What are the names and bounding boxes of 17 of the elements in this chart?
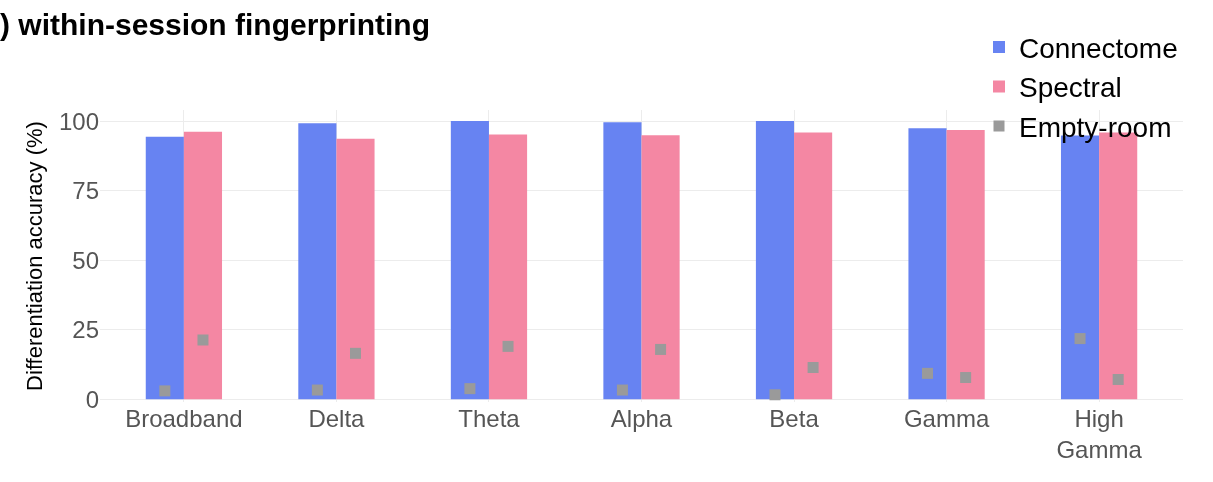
x-tick-label: Delta bbox=[308, 405, 366, 432]
x-tick-label: Beta bbox=[769, 405, 820, 432]
y-tick-label: 75 bbox=[72, 177, 99, 205]
x-tick-label: Theta bbox=[458, 405, 521, 432]
legend-label: Spectral bbox=[1019, 72, 1122, 104]
legend-label: Connectome bbox=[1019, 33, 1178, 65]
x-tick-label: High Gamma bbox=[1056, 405, 1143, 464]
chart-title: ) within-session fingerprinting bbox=[0, 8, 430, 42]
x-tick-label: Gamma bbox=[903, 405, 990, 432]
legend-label: Empty-room bbox=[1019, 111, 1172, 143]
y-tick-label: 100 bbox=[58, 107, 99, 135]
y-axis-title: Differentiation accuracy (%) bbox=[21, 121, 47, 391]
y-tick-label: 0 bbox=[85, 385, 99, 413]
x-tick-label: Broadband bbox=[125, 405, 243, 432]
x-tick-label: Alpha bbox=[610, 405, 673, 432]
y-tick-label: 25 bbox=[72, 316, 99, 344]
y-tick-label: 50 bbox=[72, 246, 99, 274]
